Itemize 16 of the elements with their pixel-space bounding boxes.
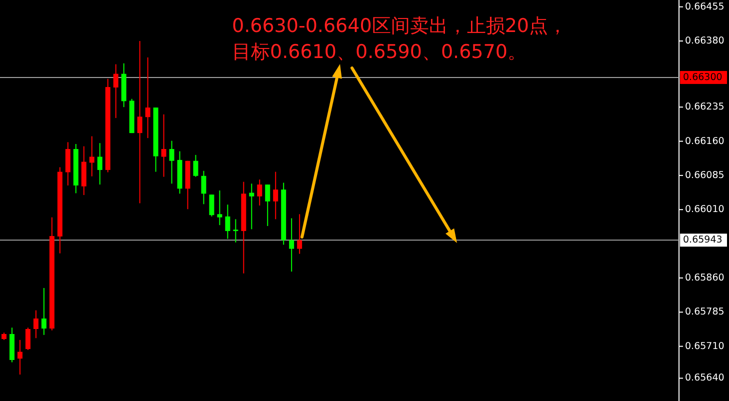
price-label: 0.65943 xyxy=(680,234,727,247)
annotation: 0.6630-0.6640区间卖出，止损20点， xyxy=(232,15,567,37)
y-tick-label: 0.66235 xyxy=(685,102,724,113)
y-tick-label: 0.66085 xyxy=(685,170,724,181)
y-tick-label: 0.66380 xyxy=(685,36,724,47)
ref-line-label: 0.66300 xyxy=(683,72,722,83)
price-label: 0.66300 xyxy=(680,70,727,84)
y-tick-label: 0.66160 xyxy=(685,136,724,147)
y-tick-label: 0.65640 xyxy=(685,372,724,384)
y-tick-label: 0.66455 xyxy=(685,1,724,12)
y-tick-label: 0.65860 xyxy=(685,272,724,284)
ref-line-label: 0.65943 xyxy=(683,234,722,246)
y-tick-label: 0.65710 xyxy=(685,340,724,352)
y-tick-label: 0.65785 xyxy=(685,306,724,318)
annotation: 目标0.6610、0.6590、0.6570。 xyxy=(232,41,526,63)
y-tick-label: 0.66010 xyxy=(685,204,724,216)
